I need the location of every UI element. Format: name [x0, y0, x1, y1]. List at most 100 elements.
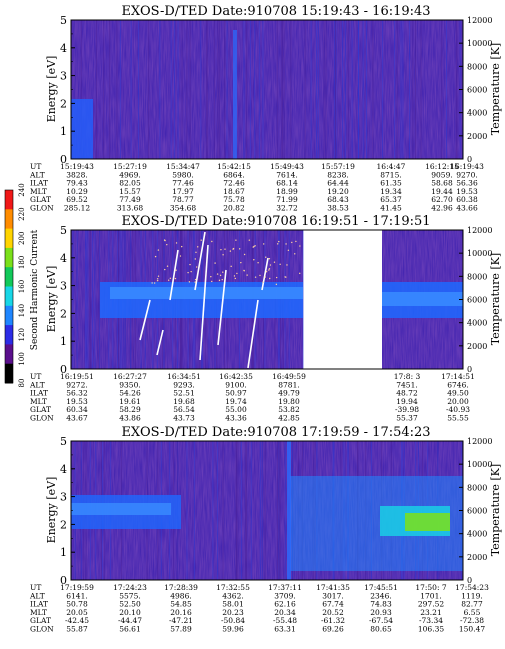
panel-3-y2label: Temperature [K]: [489, 464, 502, 556]
table-cell: 41.45: [380, 204, 402, 213]
spectrogram-dot: [211, 241, 212, 242]
spectrogram-dot: [232, 248, 233, 249]
spectrogram-dot: [166, 244, 167, 245]
colorbar-tick-label: 180: [18, 256, 26, 269]
spectrogram-dot: [299, 245, 300, 246]
spectrogram-dot: [270, 264, 271, 265]
spectrogram-mid-band-core: [382, 292, 463, 306]
spectrogram-dot: [265, 276, 266, 277]
spectrogram-dot: [265, 256, 266, 257]
panel-3-title: EXOS-D/TED Date:910708 17:19:59 - 17:54:…: [121, 425, 430, 440]
spectrogram-streak: [446, 20, 447, 159]
panel-3-y2tick-label: 6000: [467, 507, 487, 516]
spectrogram-dot: [164, 239, 165, 240]
spectrogram-mid-band-core: [110, 287, 303, 299]
table-cell: 313.68: [117, 204, 143, 213]
spectrogram-dot: [195, 258, 196, 259]
panel-1-y2tick-label: 2000: [467, 132, 487, 141]
table-cell: 43.36: [225, 414, 247, 423]
spectrogram-dot: [235, 239, 236, 240]
panel-1-ytick-label: 3: [60, 70, 67, 83]
spectrogram-streak: [415, 20, 416, 159]
spectrogram-streak: [382, 20, 383, 159]
table-cell: 150.47: [459, 625, 485, 634]
spectrogram-dot: [164, 269, 165, 270]
spectrogram-streak: [186, 20, 187, 159]
spectrogram-streak: [334, 20, 335, 159]
spectrogram-dot: [236, 273, 237, 274]
spectrogram-low-band: [71, 99, 93, 159]
spectrogram-streak: [363, 20, 364, 159]
spectrogram-dot: [157, 278, 158, 279]
panel-1-y2tick-label: 6000: [467, 86, 487, 95]
spectrogram-streak: [265, 441, 266, 580]
colorbar-segment: [5, 248, 13, 268]
spectrogram-streak: [96, 20, 97, 159]
panel-1-ylabel: Energy [eV]: [45, 56, 58, 123]
spectrogram-streak: [178, 20, 179, 159]
spectrogram-dot: [220, 249, 221, 250]
colorbar-tick-label: 120: [18, 328, 26, 341]
colorbar-label: Second Harmonic Current: [30, 229, 40, 350]
panel-3-ylabel: Energy [eV]: [45, 477, 58, 544]
colorbar-segment: [5, 344, 13, 364]
spectrogram-streak: [456, 20, 457, 159]
spectrogram-dot: [168, 280, 169, 281]
spectrogram-streak: [186, 441, 187, 580]
colorbar-tick-label: 200: [18, 232, 26, 245]
spectrogram-streak: [325, 20, 326, 159]
spectrogram-streak: [174, 20, 175, 159]
panel-2-ylabel: Energy [eV]: [45, 266, 58, 333]
spectrogram-streak: [348, 20, 349, 159]
spectrogram-green-patch: [405, 513, 450, 531]
spectrogram-streak: [182, 20, 183, 159]
spectrogram-streak: [409, 20, 410, 159]
spectrogram-streak: [290, 20, 291, 159]
panel-2-ytick-label: 1: [60, 335, 67, 348]
spectrogram-dot: [255, 276, 256, 277]
spectrogram-panel-2: EXOS-D/TED Date:910708 16:19:51 - 17:19:…: [29, 214, 502, 423]
spectrogram-streak: [260, 441, 261, 580]
spectrogram-dot: [288, 250, 289, 251]
spectrogram-dot: [189, 281, 190, 282]
spectrogram-streak: [90, 230, 91, 369]
panel-3-ytick-label: 4: [60, 463, 67, 476]
spectrogram-streak: [278, 441, 279, 580]
spectrogram-dot: [269, 258, 270, 259]
spectrogram-streak: [259, 20, 260, 159]
panel-1-y2tick-label: 12000: [467, 16, 492, 25]
spectrogram-streak: [243, 20, 244, 159]
table-cell: 55.37: [396, 414, 418, 423]
spectrogram-streak: [246, 441, 247, 580]
table-cell: 80.65: [370, 625, 392, 634]
panel-3-y2tick-label: 8000: [467, 483, 487, 492]
spectrogram-dot: [154, 282, 155, 283]
spectrogram-dot: [180, 255, 181, 256]
table-cell: 43.73: [173, 414, 195, 423]
spectrogram-streak: [212, 441, 213, 580]
table-cell: 32.72: [276, 204, 298, 213]
spectrogram-streak: [103, 20, 104, 159]
panel-2-ytick-label: 4: [60, 252, 67, 265]
spectrogram-dot: [285, 276, 286, 277]
colorbar-segment: [5, 306, 13, 326]
spectrogram-streak: [372, 20, 373, 159]
colorbar-segment: [5, 229, 13, 249]
spectrogram-dot: [181, 246, 182, 247]
panel-1-y2tick-label: 4000: [467, 109, 487, 118]
spectrogram-streak: [254, 20, 255, 159]
spectrogram-streak: [394, 20, 395, 159]
table-cell: 43.86: [119, 414, 141, 423]
spectrogram-dot: [243, 270, 244, 271]
spectrogram-dot: [262, 282, 263, 283]
spectrogram-streak: [227, 20, 228, 159]
spectrogram-dot: [187, 272, 188, 273]
spectrogram-dot: [240, 262, 241, 263]
spectrogram-streak: [305, 20, 306, 159]
panel-1-ytick-label: 2: [60, 97, 67, 110]
spectrogram-dot: [295, 241, 296, 242]
spectrogram-dot: [276, 277, 277, 278]
panel-2-ytick-label: 3: [60, 280, 67, 293]
spectrogram-streak: [345, 20, 346, 159]
table-cell: 59.96: [222, 625, 244, 634]
